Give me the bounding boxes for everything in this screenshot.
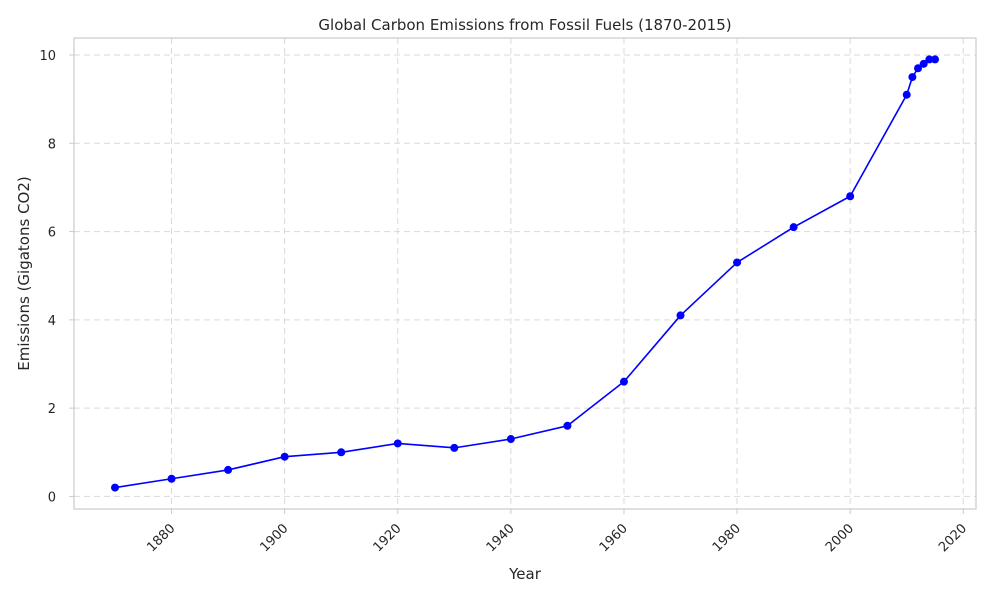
data-point (619, 377, 628, 386)
y-tick-label: 10 (39, 49, 56, 64)
data-point (167, 474, 176, 483)
data-point (393, 439, 402, 448)
data-point (919, 59, 928, 68)
data-point (224, 465, 233, 474)
data-point (280, 452, 289, 461)
y-tick-label: 0 (48, 490, 56, 505)
data-point (506, 435, 515, 444)
data-point (931, 55, 939, 64)
data-point (914, 64, 923, 73)
data-point (925, 55, 934, 64)
data-point (676, 311, 685, 320)
data-point (789, 223, 798, 232)
y-axis-label: Emissions (Gigatons CO2) (15, 176, 33, 371)
data-point (111, 483, 119, 492)
data-point (733, 258, 742, 267)
data-point (337, 448, 346, 457)
plot-frame (73, 37, 977, 510)
data-point (563, 421, 572, 430)
chart-title: Global Carbon Emissions from Fossil Fuel… (318, 16, 731, 34)
y-tick-label: 6 (48, 226, 56, 241)
series-layer (111, 55, 939, 492)
data-point (902, 90, 911, 99)
data-point (908, 73, 917, 82)
data-point (450, 443, 459, 452)
y-tick-label: 2 (48, 402, 56, 417)
y-tick-label: 4 (48, 314, 56, 329)
x-axis-label: Year (508, 565, 542, 583)
y-tick-label: 8 (48, 137, 56, 152)
data-point (846, 192, 855, 201)
grid-layer (74, 38, 976, 509)
